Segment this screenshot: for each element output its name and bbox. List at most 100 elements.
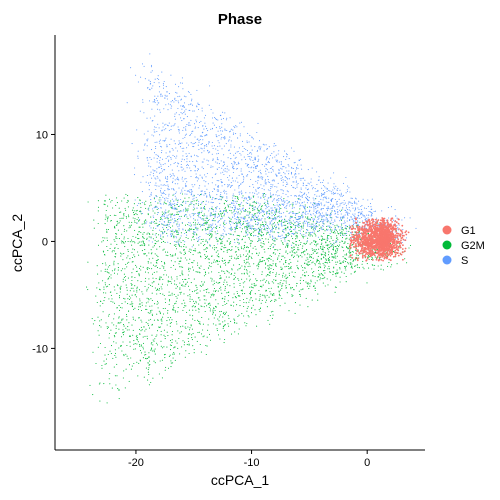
scatter-point: [189, 333, 191, 335]
scatter-point: [266, 212, 268, 214]
scatter-point: [291, 207, 294, 209]
scatter-point: [133, 290, 135, 292]
scatter-point: [196, 292, 198, 294]
scatter-point: [133, 210, 135, 212]
scatter-point: [187, 268, 190, 270]
scatter-point: [191, 228, 193, 230]
scatter-point: [318, 230, 320, 232]
scatter-point: [206, 195, 208, 197]
scatter-point: [254, 208, 256, 211]
scatter-point: [316, 280, 318, 282]
scatter-point: [122, 278, 124, 280]
scatter-point: [237, 333, 239, 335]
scatter-point: [250, 145, 252, 147]
scatter-point: [296, 265, 298, 267]
scatter-point: [345, 227, 347, 229]
scatter-point: [171, 292, 173, 294]
scatter-point: [210, 233, 212, 235]
scatter-point: [324, 272, 326, 274]
scatter-point: [144, 354, 146, 356]
scatter-point: [313, 271, 315, 273]
scatter-point: [211, 202, 213, 204]
scatter-point: [105, 194, 107, 196]
scatter-point: [190, 100, 193, 102]
scatter-point: [342, 246, 344, 249]
scatter-point: [144, 78, 146, 80]
scatter-point: [191, 200, 193, 202]
scatter-point: [185, 186, 187, 188]
scatter-point: [199, 226, 202, 228]
scatter-point: [312, 204, 314, 206]
scatter-point: [152, 238, 154, 240]
scatter-point: [114, 289, 116, 291]
scatter-point: [241, 293, 244, 295]
scatter-point: [286, 199, 288, 201]
scatter-point: [129, 241, 131, 243]
scatter-point: [181, 120, 183, 122]
scatter-point: [181, 204, 183, 206]
scatter-point: [299, 295, 301, 297]
scatter-point: [178, 228, 180, 230]
scatter-point: [234, 257, 236, 259]
scatter-point: [307, 237, 309, 239]
scatter-point: [139, 199, 141, 201]
scatter-point: [197, 103, 199, 105]
scatter-point: [250, 232, 253, 234]
scatter-point: [182, 150, 184, 152]
scatter-point: [278, 291, 280, 293]
scatter-point: [166, 346, 168, 348]
scatter-point: [106, 402, 108, 404]
scatter-point: [155, 188, 157, 191]
scatter-point: [116, 284, 118, 286]
scatter-point: [195, 271, 197, 273]
scatter-point: [214, 216, 216, 218]
scatter-point: [151, 177, 153, 179]
scatter-point: [178, 225, 180, 227]
scatter-point: [163, 184, 165, 186]
scatter-point: [288, 240, 290, 242]
scatter-point: [283, 203, 285, 205]
scatter-point: [141, 302, 143, 304]
scatter-point: [301, 214, 303, 217]
scatter-point: [307, 188, 310, 190]
scatter-point: [229, 130, 231, 132]
scatter-point: [301, 256, 303, 258]
scatter-point: [348, 187, 350, 189]
scatter-point: [234, 251, 236, 253]
scatter-point: [176, 276, 178, 278]
scatter-point: [247, 223, 249, 225]
scatter-point: [304, 262, 306, 264]
scatter-point: [172, 233, 174, 235]
scatter-point: [177, 242, 179, 244]
scatter-point: [221, 148, 223, 150]
scatter-point: [238, 268, 240, 270]
scatter-point: [157, 302, 159, 304]
scatter-point: [328, 251, 330, 253]
scatter-point: [274, 253, 276, 255]
scatter-point: [170, 202, 172, 204]
scatter-point: [172, 154, 174, 156]
scatter-point: [159, 201, 161, 203]
scatter-point: [182, 274, 184, 276]
scatter-point: [113, 227, 116, 229]
scatter-point: [133, 308, 135, 310]
scatter-point: [286, 156, 288, 158]
scatter-point: [340, 213, 342, 215]
scatter-point: [246, 226, 248, 228]
scatter-point: [175, 100, 177, 102]
scatter-point: [220, 194, 222, 196]
scatter-point: [339, 189, 341, 191]
scatter-point: [254, 156, 256, 158]
scatter-point: [264, 218, 266, 220]
scatter-point: [116, 237, 118, 239]
scatter-point: [292, 238, 294, 240]
scatter-point: [152, 215, 154, 217]
scatter-point: [260, 171, 262, 174]
scatter-point: [272, 157, 274, 159]
scatter-point: [204, 243, 206, 246]
scatter-point: [200, 238, 202, 241]
scatter-point: [175, 284, 177, 286]
scatter-point: [264, 281, 267, 283]
scatter-point: [147, 261, 149, 263]
scatter-point: [228, 238, 230, 240]
